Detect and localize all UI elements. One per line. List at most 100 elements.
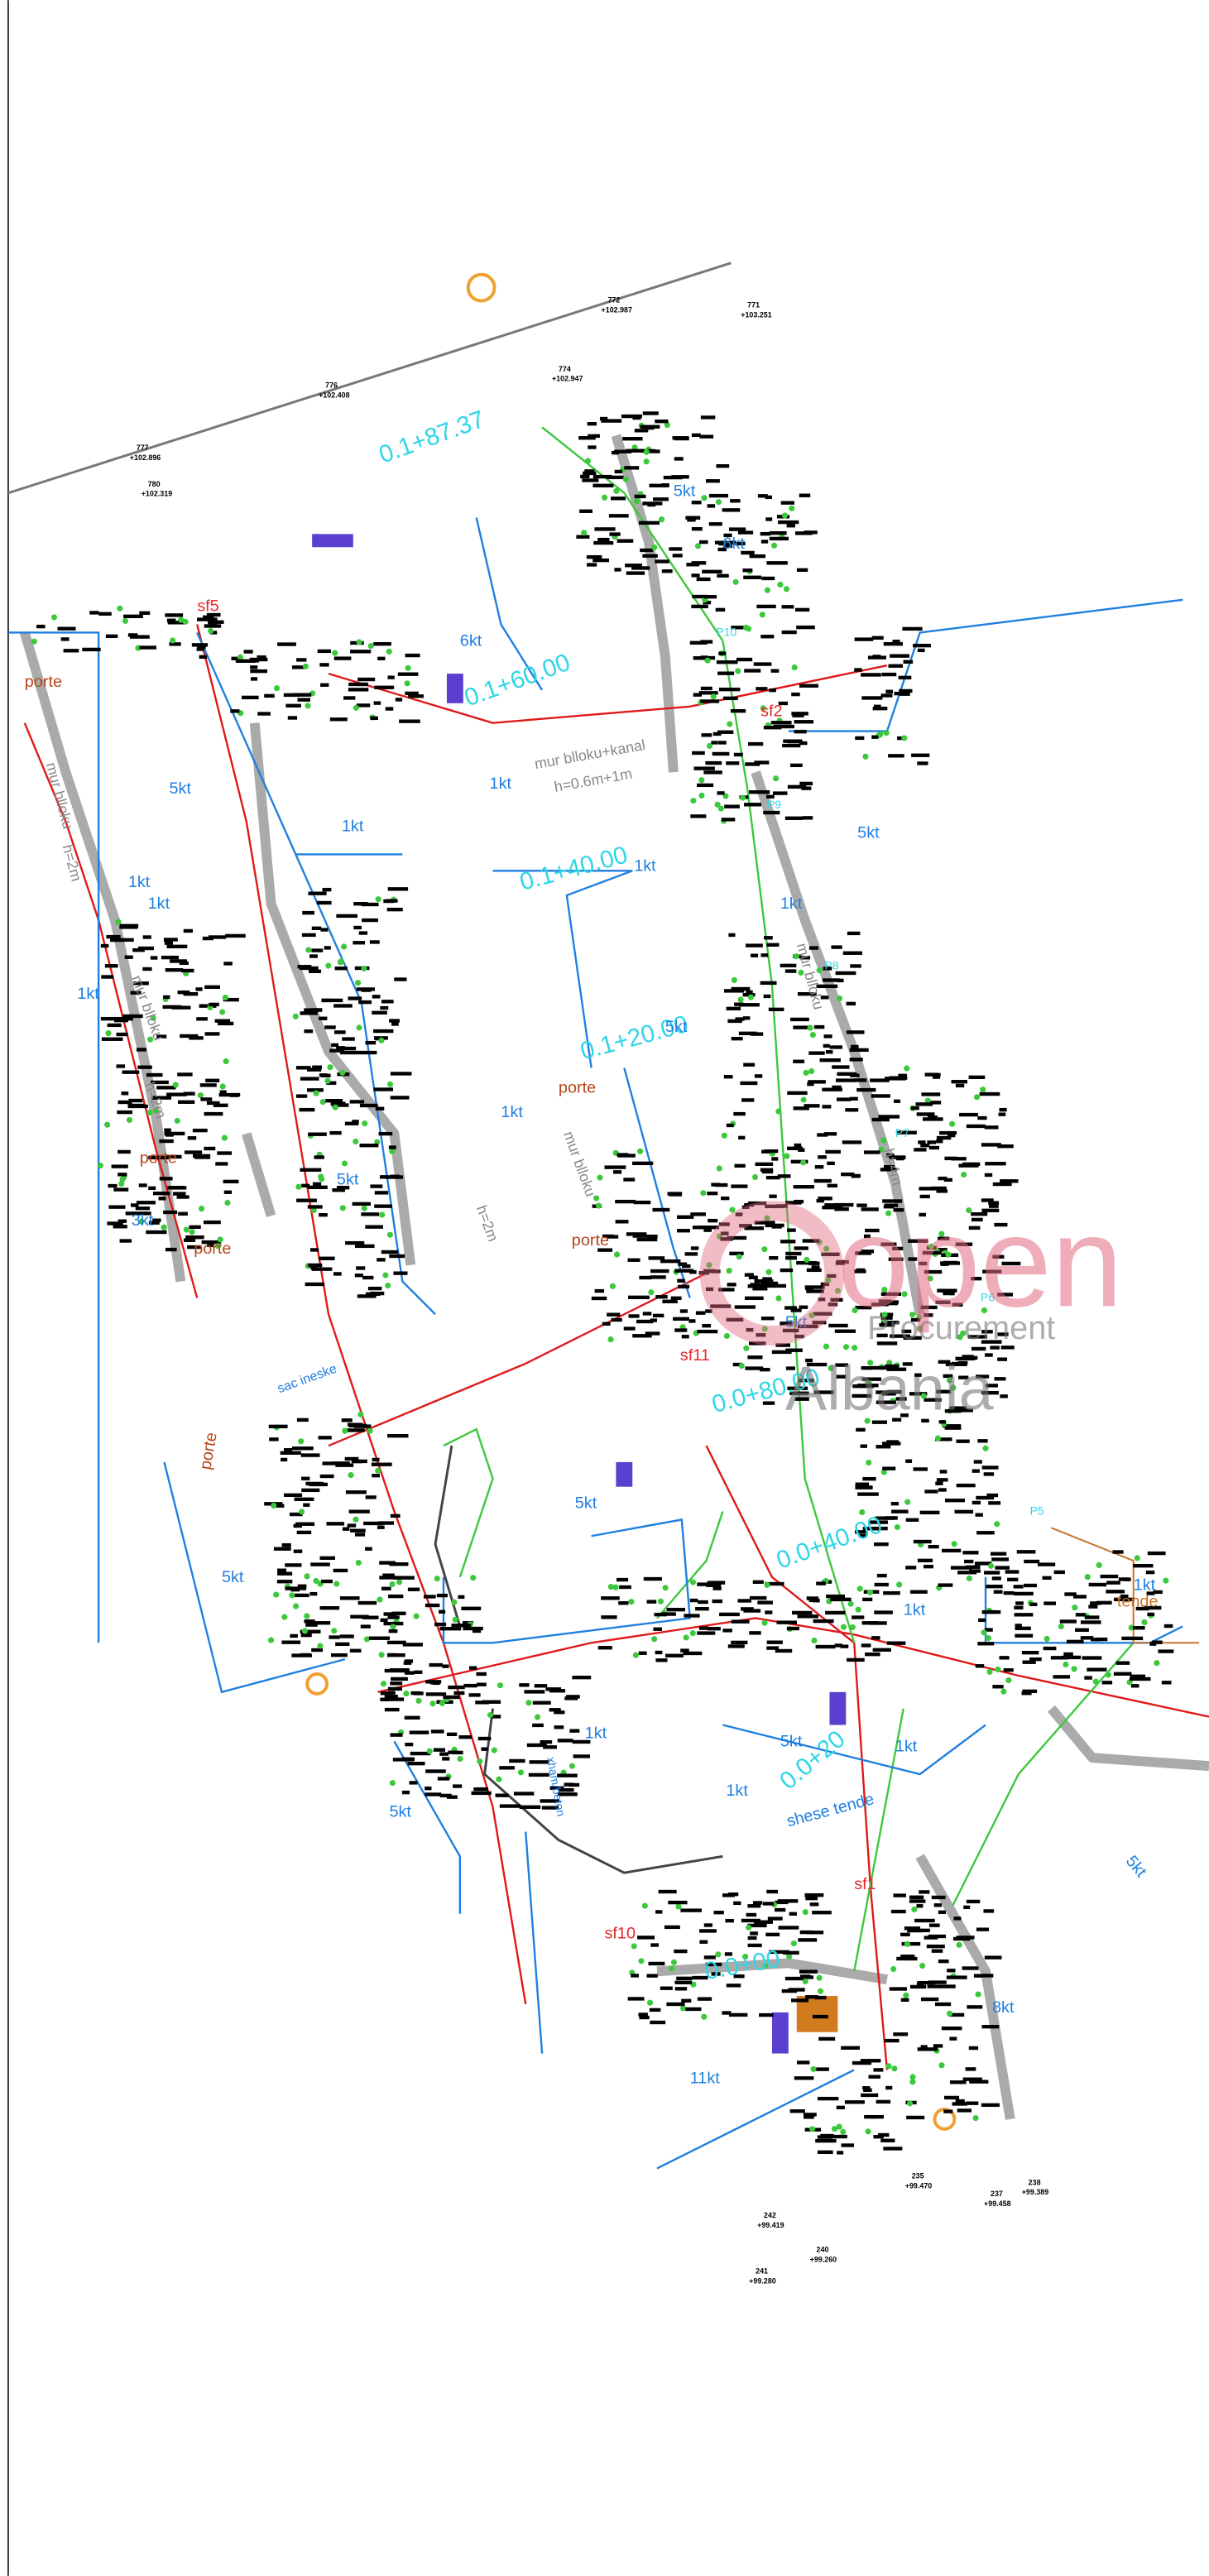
point-cluster (120, 938, 134, 943)
point-cluster (830, 1597, 852, 1602)
point-cluster (593, 558, 610, 563)
point-cluster (817, 2150, 833, 2155)
point-cluster (903, 660, 914, 664)
point-cluster (787, 1146, 803, 1150)
point-cluster (619, 1585, 631, 1590)
point-cluster (968, 1075, 986, 1080)
point-cluster (822, 1206, 843, 1210)
point-cluster (883, 641, 903, 646)
tree-point (97, 1163, 103, 1169)
point-cluster (842, 951, 862, 955)
point-cluster (971, 1346, 986, 1351)
point-cluster (386, 1697, 405, 1701)
tree-point (332, 650, 338, 656)
point-cluster (1101, 1681, 1113, 1685)
point-cluster (281, 1542, 291, 1547)
point-id: 776 (325, 381, 338, 390)
tree-point (138, 1218, 145, 1225)
point-cluster (316, 900, 332, 905)
point-cluster (661, 569, 673, 573)
point-cluster (707, 1581, 726, 1585)
point-cluster (586, 554, 602, 559)
point-cluster (760, 1367, 770, 1372)
point-cluster (832, 1065, 850, 1069)
point-cluster (791, 692, 800, 697)
point-cluster (799, 781, 813, 786)
point-cluster (936, 1478, 948, 1482)
point-cluster (638, 1651, 647, 1655)
point-cluster (685, 516, 701, 520)
green-line (952, 1642, 1135, 1907)
point-cluster (908, 1257, 918, 1261)
point-cluster (509, 1758, 525, 1763)
tree-point (864, 1418, 871, 1424)
point-cluster (359, 1144, 379, 1148)
point-cluster (724, 1952, 732, 1956)
point-cluster (794, 1397, 809, 1401)
point-cluster (949, 2080, 967, 2084)
tree-point (811, 1637, 818, 1644)
point-cluster (649, 2008, 661, 2012)
point-cluster (914, 1918, 935, 1923)
tree-point (924, 1097, 931, 1104)
point-cluster (708, 522, 722, 526)
tree-point (716, 1165, 722, 1172)
point-cluster (856, 1087, 876, 1092)
point-cluster (898, 1073, 907, 1078)
tree-point (386, 1231, 394, 1238)
point-cluster (854, 668, 862, 672)
point-cluster (436, 1593, 448, 1598)
point-cluster (949, 1406, 967, 1410)
point-cluster (274, 1504, 285, 1508)
tree-point (357, 1411, 364, 1418)
point-cluster (383, 1621, 404, 1626)
tree-point (775, 1295, 782, 1302)
point-cluster (973, 1460, 982, 1464)
tree-point (375, 1467, 381, 1474)
point-cluster (1021, 1650, 1039, 1655)
point-cluster (957, 2108, 972, 2113)
point-cluster (919, 1261, 928, 1266)
point-cluster (631, 566, 650, 570)
point-elev: +102.408 (319, 391, 349, 400)
point-cluster (759, 2012, 774, 2017)
point-cluster (796, 625, 815, 630)
profile-label: P6 (981, 1290, 995, 1303)
point-cluster (966, 1899, 981, 1904)
red-line (377, 1617, 1209, 1718)
tree-point (866, 1459, 872, 1466)
tree-point (852, 1307, 858, 1314)
point-cluster (935, 1300, 951, 1304)
tree-point (946, 1377, 952, 1384)
point-cluster (883, 1590, 900, 1595)
point-cluster (632, 1161, 654, 1166)
point-cluster (1080, 1620, 1101, 1624)
point-cluster (189, 1225, 201, 1230)
point-cluster (792, 713, 804, 717)
point-cluster (871, 1636, 880, 1640)
tree-point (816, 1974, 823, 1981)
point-cluster (703, 600, 712, 605)
point-cluster (799, 956, 811, 960)
point-cluster (648, 1256, 665, 1260)
point-cluster (794, 607, 810, 612)
green-line (722, 640, 856, 1643)
tree-point (680, 2005, 687, 2012)
point-cluster (967, 1335, 988, 1339)
tree-point (810, 2065, 817, 2072)
point-cluster (390, 1174, 400, 1178)
point-cluster (796, 568, 808, 573)
zone-label: 1kt (895, 1737, 918, 1755)
point-cluster (750, 1283, 760, 1287)
tree-point (760, 705, 766, 712)
point-cluster (242, 695, 259, 700)
point-cluster (831, 945, 842, 949)
point-cluster (587, 421, 597, 426)
point-cluster (999, 1656, 1010, 1660)
point-cluster (966, 2101, 979, 2105)
point-cluster (897, 1155, 905, 1159)
point-cluster (895, 1130, 917, 1134)
point-cluster (243, 650, 253, 654)
point-cluster (300, 1077, 319, 1081)
tree-point (759, 612, 765, 618)
